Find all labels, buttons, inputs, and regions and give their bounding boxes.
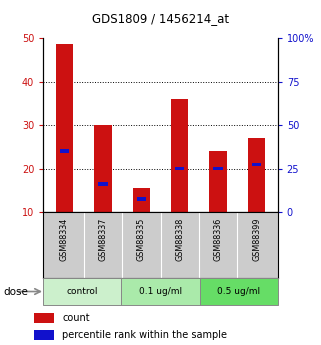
Text: GSM88334: GSM88334 xyxy=(60,217,69,261)
Bar xyxy=(252,162,261,166)
Bar xyxy=(98,182,108,186)
Bar xyxy=(213,167,223,170)
Text: 0.1 ug/ml: 0.1 ug/ml xyxy=(139,287,182,296)
Text: GDS1809 / 1456214_at: GDS1809 / 1456214_at xyxy=(92,12,229,26)
Text: count: count xyxy=(62,313,90,323)
Bar xyxy=(210,151,227,212)
Bar xyxy=(43,278,121,305)
Text: 0.5 ug/ml: 0.5 ug/ml xyxy=(217,287,260,296)
Bar xyxy=(175,167,185,170)
Text: GSM88399: GSM88399 xyxy=(252,217,261,261)
Text: GSM88336: GSM88336 xyxy=(213,217,223,261)
Bar xyxy=(121,278,200,305)
Bar xyxy=(60,149,69,153)
Text: GSM88338: GSM88338 xyxy=(175,217,184,261)
Text: percentile rank within the sample: percentile rank within the sample xyxy=(62,330,227,340)
Text: GSM88335: GSM88335 xyxy=(137,217,146,261)
Bar xyxy=(94,125,111,212)
Text: control: control xyxy=(67,287,98,296)
Bar xyxy=(34,313,54,323)
Bar xyxy=(136,197,146,201)
Text: dose: dose xyxy=(3,287,28,296)
Bar xyxy=(248,138,265,212)
Bar xyxy=(171,99,188,212)
Bar xyxy=(133,188,150,212)
Bar xyxy=(200,278,278,305)
Bar xyxy=(34,330,54,340)
Text: GSM88337: GSM88337 xyxy=(98,217,108,261)
Bar xyxy=(56,45,73,212)
